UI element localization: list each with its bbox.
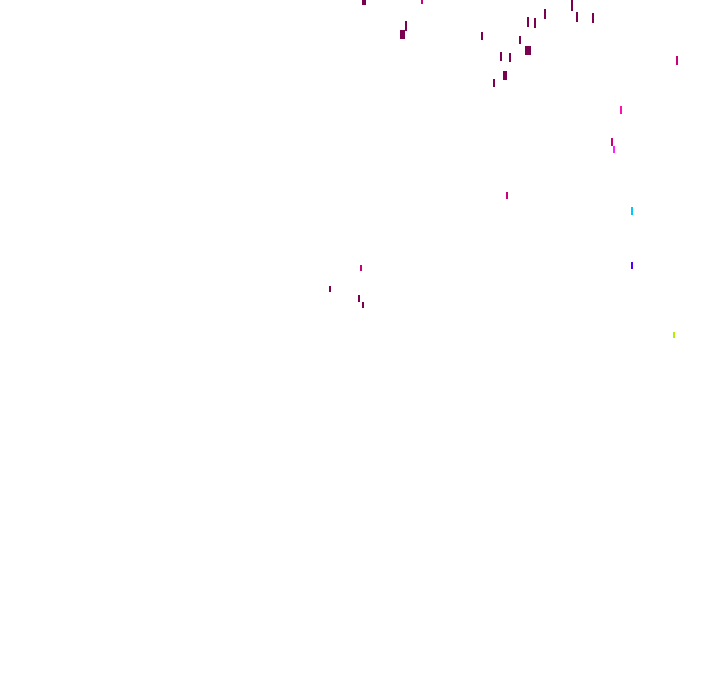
- mark-dark-magenta: [527, 17, 529, 27]
- mark-dark-magenta: [534, 18, 536, 28]
- mark-dark-magenta: [362, 0, 366, 5]
- mark-violet-pink: [613, 146, 615, 153]
- mark-dark-magenta: [400, 30, 405, 39]
- mark-dark-magenta: [571, 0, 573, 11]
- mark-dark-magenta: [525, 46, 531, 55]
- mark-blue-violet: [631, 262, 633, 269]
- mark-dark-magenta: [544, 9, 546, 19]
- mark-dark-magenta: [405, 21, 407, 31]
- mark-dark-magenta: [500, 52, 502, 61]
- mark-magenta: [360, 265, 362, 271]
- mark-magenta: [421, 0, 423, 4]
- mark-magenta: [676, 56, 678, 65]
- mark-dark-magenta: [358, 295, 360, 302]
- mark-cyan: [631, 207, 633, 215]
- mark-dark-magenta: [329, 286, 331, 292]
- mark-dark-magenta: [519, 36, 521, 44]
- mark-dark-magenta: [576, 12, 578, 22]
- mark-dark-magenta: [592, 13, 594, 23]
- mark-dark-magenta: [493, 79, 495, 87]
- mark-dark-magenta: [481, 32, 483, 40]
- mark-magenta: [506, 192, 508, 199]
- mark-pink: [620, 106, 622, 114]
- mark-dark-magenta: [503, 71, 507, 80]
- mark-dark-magenta: [362, 302, 364, 308]
- mark-dark-magenta: [509, 53, 511, 62]
- mark-lime: [673, 332, 675, 338]
- mark-magenta: [611, 138, 613, 146]
